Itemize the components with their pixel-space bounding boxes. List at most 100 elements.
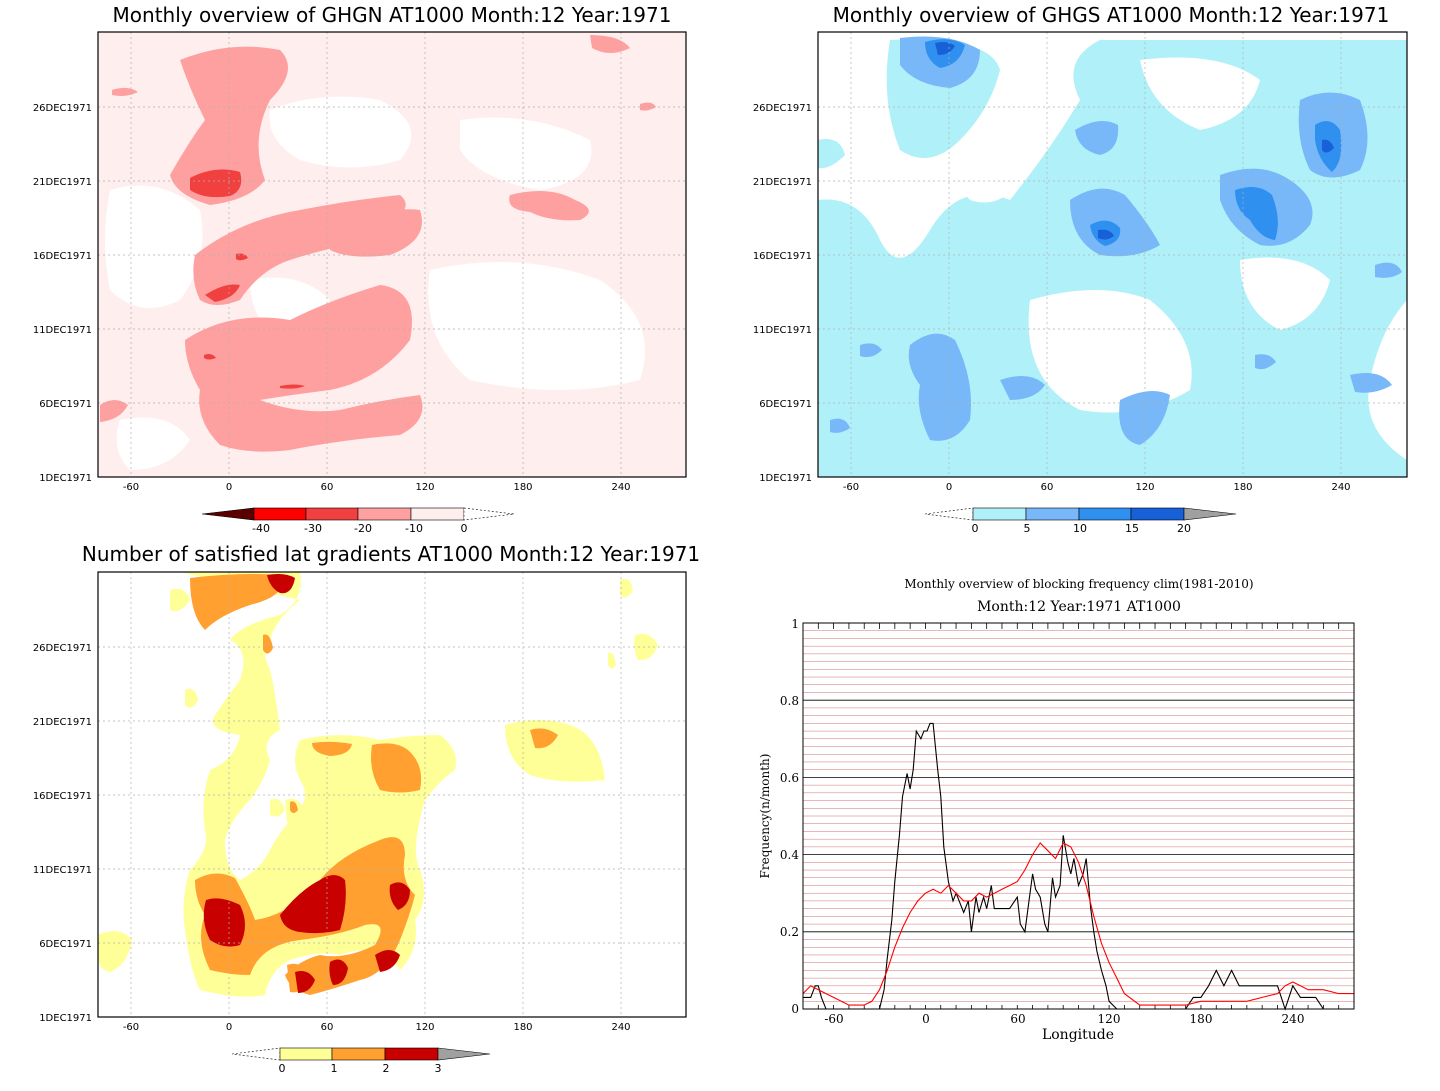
- ghgn-white-region: [269, 96, 412, 168]
- x-axis: -60 0 60 120 180 240: [824, 1012, 1304, 1026]
- ghgs-medium-positive-region: [1070, 188, 1160, 257]
- ghgs-medium-positive-region: [1119, 391, 1170, 445]
- ghgs-near-zero-region: [1140, 57, 1260, 130]
- count-one-region: [634, 633, 658, 661]
- colorbar-label: 0: [461, 522, 468, 535]
- series-line-2: [802, 842, 1354, 1006]
- colorbar-swatch: [279, 1047, 333, 1061]
- top-axis-ticks: [817, 623, 1340, 1009]
- colorbar-swatch: [305, 507, 359, 521]
- ghgs-medium-positive-region: [860, 343, 882, 358]
- colorbar-swatch: [331, 1047, 386, 1061]
- x-tick-label: -60: [123, 1022, 139, 1033]
- ghgn-plot-frame: [97, 31, 687, 478]
- ghgn-light-negative-region: [170, 46, 288, 206]
- ghgs-near-zero-region: [958, 157, 1020, 203]
- ghgs-medium-positive-region: [1075, 121, 1119, 155]
- ghgn-light-negative-region: [330, 209, 422, 257]
- blocking-frequency-chart: Monthly overview of blocking frequency c…: [758, 577, 1355, 1043]
- ghgn-light-negative-region: [590, 35, 630, 53]
- lat-gradients-colorbar: 0 1 2 3: [231, 1047, 491, 1075]
- ghgn-light-negative-region: [112, 87, 138, 96]
- ghgs-x-axis: -60 0 60 120 180 240: [843, 482, 1351, 493]
- x-tick-label: 180: [1233, 482, 1252, 493]
- count-three-region: [329, 959, 348, 985]
- ghgs-colorbar: 0 5 10 15 20: [924, 507, 1237, 535]
- ghgn-strong-negative-region: [205, 284, 240, 302]
- count-two-region: [312, 741, 352, 756]
- count-one-region: [185, 688, 198, 708]
- ghgs-grid: [818, 32, 1407, 477]
- ghgn-strong-negative-region: [204, 354, 216, 360]
- x-tick-label: -60: [843, 482, 859, 493]
- count-one-region: [505, 720, 605, 782]
- count-two-region: [263, 634, 273, 654]
- y-tick-label: 21DEC1971: [33, 177, 92, 188]
- ghgn-colorbar: -40 -30 -20 -10 0: [201, 507, 515, 535]
- colorbar-swatch: [972, 507, 1027, 521]
- y-tick-label: 16DEC1971: [753, 251, 812, 262]
- ghgs-panel: Monthly overview of GHGS AT1000 Month:12…: [753, 3, 1408, 535]
- colorbar-label: 5: [1024, 522, 1031, 535]
- series-line-1: [803, 722, 1331, 1011]
- y-tick-label: 6DEC1971: [39, 399, 92, 410]
- ghgs-medium-positive-region: [1255, 354, 1276, 370]
- lat-gradients-grid: [98, 572, 686, 1017]
- x-tick-label: 0: [226, 1022, 232, 1033]
- lat-gradients-x-axis: -60 0 60 120 180 240: [123, 1022, 631, 1033]
- colorbar-swatch: [357, 507, 412, 521]
- colorbar-label: -20: [354, 522, 372, 535]
- ghgs-title: Monthly overview of GHGS AT1000 Month:12…: [833, 3, 1390, 27]
- y-axis: 0 0.2 0.4 0.6 0.8 1: [780, 617, 799, 1016]
- count-three-region: [267, 574, 295, 594]
- ghgn-light-negative-region: [509, 191, 589, 221]
- colorbar-label: 10: [1073, 522, 1087, 535]
- y-tick-label: 26DEC1971: [33, 643, 92, 654]
- major-gridlines: [803, 699, 1354, 933]
- y-tick-label: 0.8: [780, 694, 799, 708]
- x-tick-label: 60: [321, 1022, 334, 1033]
- x-tick-label: 180: [1190, 1012, 1213, 1026]
- count-three-region: [389, 882, 410, 910]
- colorbar-swatch: [201, 507, 255, 521]
- y-tick-label: 1DEC1971: [759, 473, 812, 484]
- y-tick-label: 0.2: [780, 925, 799, 939]
- colorbar-swatch: [384, 1047, 439, 1061]
- y-tick-label: 26DEC1971: [753, 103, 812, 114]
- ghgn-x-axis: -60 0 60 120 180 240: [123, 482, 631, 493]
- count-three-region: [203, 898, 245, 947]
- x-tick-label: -60: [824, 1012, 843, 1026]
- count-three-region: [375, 950, 400, 972]
- x-tick-label: 120: [415, 482, 434, 493]
- y-tick-label: 21DEC1971: [33, 717, 92, 728]
- ghgs-medium-positive-region: [1375, 262, 1402, 278]
- ghgn-grid: [98, 32, 686, 477]
- colorbar-label: 2: [383, 1062, 390, 1075]
- x-tick-label: 120: [415, 1022, 434, 1033]
- ghgn-white-region: [428, 262, 645, 390]
- ghgs-y-axis: 1DEC1971 6DEC1971 11DEC1971 16DEC1971 21…: [753, 103, 812, 484]
- y-tick-label: 1DEC1971: [39, 1013, 92, 1024]
- ghgs-medium-positive-region: [1000, 376, 1045, 400]
- ghgn-light-negative-region: [185, 285, 423, 452]
- colorbar-label: 0: [972, 522, 979, 535]
- x-tick-label: 240: [1282, 1012, 1305, 1026]
- ghgs-medium-positive-region: [908, 333, 971, 441]
- lat-gradients-y-axis: 1DEC1971 6DEC1971 11DEC1971 16DEC1971 21…: [33, 643, 92, 1024]
- colorbar-swatch: [253, 507, 307, 521]
- ghgs-light-positive-region: [818, 139, 845, 169]
- ghgs-max-positive-region: [1098, 229, 1114, 240]
- y-axis-label: Frequency(n/month): [758, 754, 772, 879]
- count-one-region: [170, 588, 190, 612]
- ghgn-title: Monthly overview of GHGN AT1000 Month:12…: [113, 3, 672, 27]
- y-tick-label: 11DEC1971: [33, 325, 92, 336]
- count-one-region: [270, 798, 285, 817]
- x-tick-label: 240: [611, 1022, 630, 1033]
- lat-gradients-panel: Number of satisfied lat gradients AT1000…: [33, 542, 700, 1075]
- count-one-region: [620, 578, 633, 598]
- ghgn-light-negative-region: [193, 195, 406, 305]
- x-tick-label: 60: [1010, 1012, 1025, 1026]
- count-two-region: [371, 743, 422, 793]
- colorbar-label: -30: [304, 522, 322, 535]
